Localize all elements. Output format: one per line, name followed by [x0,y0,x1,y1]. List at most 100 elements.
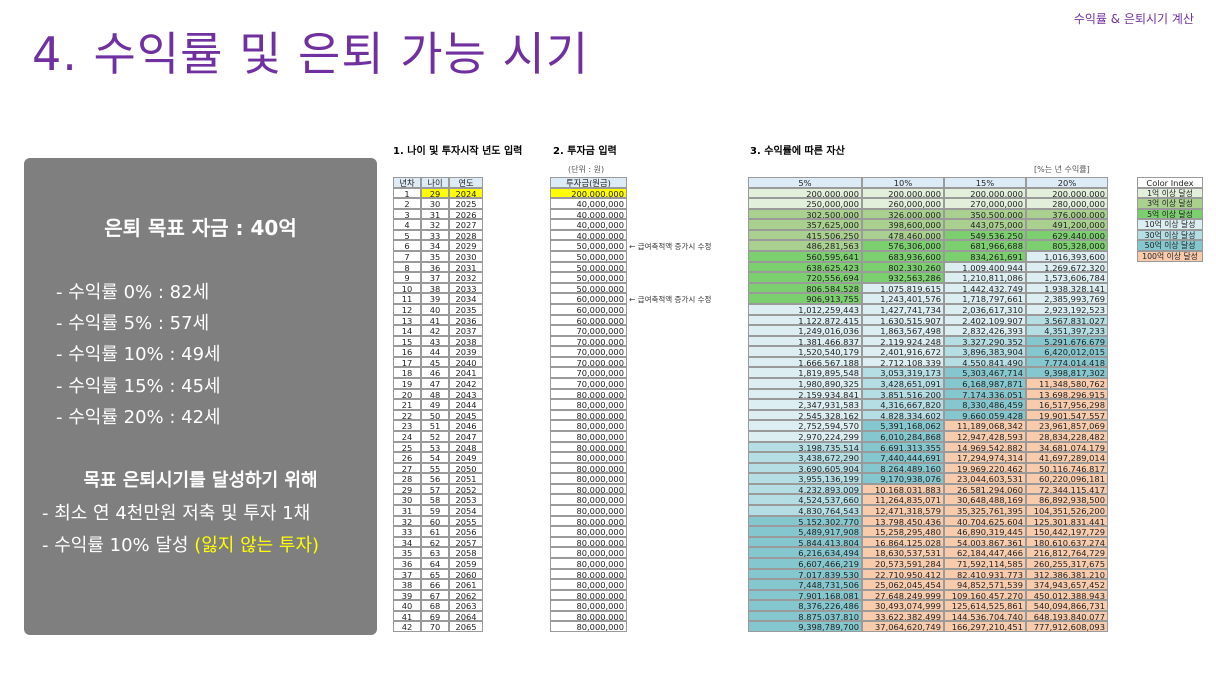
cell: 5,303,467,714 [944,367,1026,379]
cell: 8,330,486,459 [944,399,1026,410]
cell: 60,000,000 [550,303,627,315]
cell: 2,923,192,523 [1026,303,1108,315]
cell: 629,440,000 [1026,229,1108,241]
section-title: 2. 투자금 입력 [553,146,617,157]
cell: 932,563,286 [862,272,944,283]
cell: 2030 [449,251,483,262]
cell: 2056 [449,526,483,537]
cell: 80,000,000 [550,441,627,453]
cell: 200,000,000 [944,187,1026,199]
color-index-entry: 50억 이상 달성 [1137,240,1203,252]
cell: 70,000,000 [550,335,627,347]
cell: 46 [421,367,449,379]
panel-line-text: - 수익률 10% 달성 [42,535,195,556]
cell: 6,691,313,355 [862,441,944,453]
cell: 65 [421,568,449,580]
cell: 50 [421,409,449,421]
cell: 4,524,537,660 [748,494,862,506]
cell: 15 [393,335,421,347]
cell: 70 [421,621,449,632]
cell: 80,000,000 [550,589,627,601]
cell: 50,000,000 [550,282,627,294]
cell: 59 [421,505,449,516]
cell: 22,710,950,412 [862,568,944,580]
cell: 1,075,819,615 [862,282,944,294]
column-header: 투자금(원금) [550,177,627,188]
cell: 2051 [449,473,483,484]
column-header: 년차 [393,177,421,188]
cell: 2026 [449,208,483,220]
cell: 29 [421,187,449,199]
color-index-entry: 5억 이상 달성 [1137,208,1203,220]
cell: 2062 [449,589,483,601]
cell: 33 [421,229,449,241]
cell: 7,774,014,418 [1026,356,1108,368]
panel-line: - 최소 연 4천만원 저축 및 투자 1채 [42,503,311,524]
cell: 51 [421,420,449,431]
cell: 720,556,694 [748,272,862,283]
cell: 16 [393,346,421,357]
cell: 55 [421,462,449,474]
cell: 52 [421,430,449,442]
cell: 27,648,249,999 [862,589,944,601]
cell: 23 [393,420,421,431]
cell: 1,016,393,600 [1026,251,1108,262]
cell: 80,000,000 [550,430,627,442]
cell: 2034 [449,293,483,304]
cell: 17 [393,356,421,368]
cell: 144,536,704,740 [944,610,1026,622]
cell: 3,327,290,352 [944,335,1026,347]
cell: 35 [421,251,449,262]
summary-panel: 은퇴 목표 자금 : 40억 - 수익률 0% : 82세 - 수익률 5% :… [24,158,377,635]
cell: 16,864,125,028 [862,536,944,548]
cell: 180,610,637,274 [1026,536,1108,548]
cell: 6,420,012,015 [1026,346,1108,357]
cell: 40 [393,600,421,611]
cell: 5,489,917,908 [748,526,862,537]
cell: 41,697,289,014 [1026,452,1108,463]
cell: 13,698,296,915 [1026,388,1108,400]
column-header: 15% [944,177,1026,188]
cell: 31 [393,505,421,516]
cell: 2050 [449,462,483,474]
cell: 12,471,318,579 [862,505,944,516]
cell: 1,666,567,188 [748,356,862,368]
cell: 2061 [449,579,483,590]
cell: 560,595,641 [748,251,862,262]
cell: 2,712,108,339 [862,356,944,368]
cell: 80,000,000 [550,462,627,474]
cell: 33 [393,526,421,537]
cell: 67 [421,589,449,601]
cell: 42 [393,621,421,632]
cell: 326,000,000 [862,208,944,220]
cell: 1,938,328,141 [1026,282,1108,294]
cell: 2025 [449,198,483,209]
cell: 32 [421,219,449,230]
cell: 18,630,537,531 [862,547,944,558]
cell: 47 [421,378,449,389]
cell: 80,000,000 [550,452,627,463]
cell: 2058 [449,547,483,558]
cell: 19,969,220,462 [944,462,1026,474]
cell: 681,966,688 [944,240,1026,252]
cell: 14 [393,325,421,336]
cell: 3,438,672,290 [748,452,862,463]
cell: 70,000,000 [550,378,627,389]
cell: 20,573,591,284 [862,557,944,569]
cell: 1,269,672,320 [1026,261,1108,273]
cell: 312,386,381,210 [1026,568,1108,580]
cell: 2,036,617,310 [944,303,1026,315]
cell: 50,000,000 [550,240,627,252]
cell: 80,000,000 [550,600,627,611]
cell: 60,220,096,181 [1026,473,1108,484]
column-header: 연도 [449,177,483,188]
cell: 80,000,000 [550,568,627,580]
cell: 2064 [449,610,483,622]
rate-item: - 수익률 0% : 82세 [56,282,210,303]
cell: 3,955,136,199 [748,473,862,484]
cell: 9,660,059,428 [944,409,1026,421]
cell: 80,000,000 [550,494,627,506]
cell: 357,625,000 [748,219,862,230]
cell: 1,980,890,325 [748,378,862,389]
